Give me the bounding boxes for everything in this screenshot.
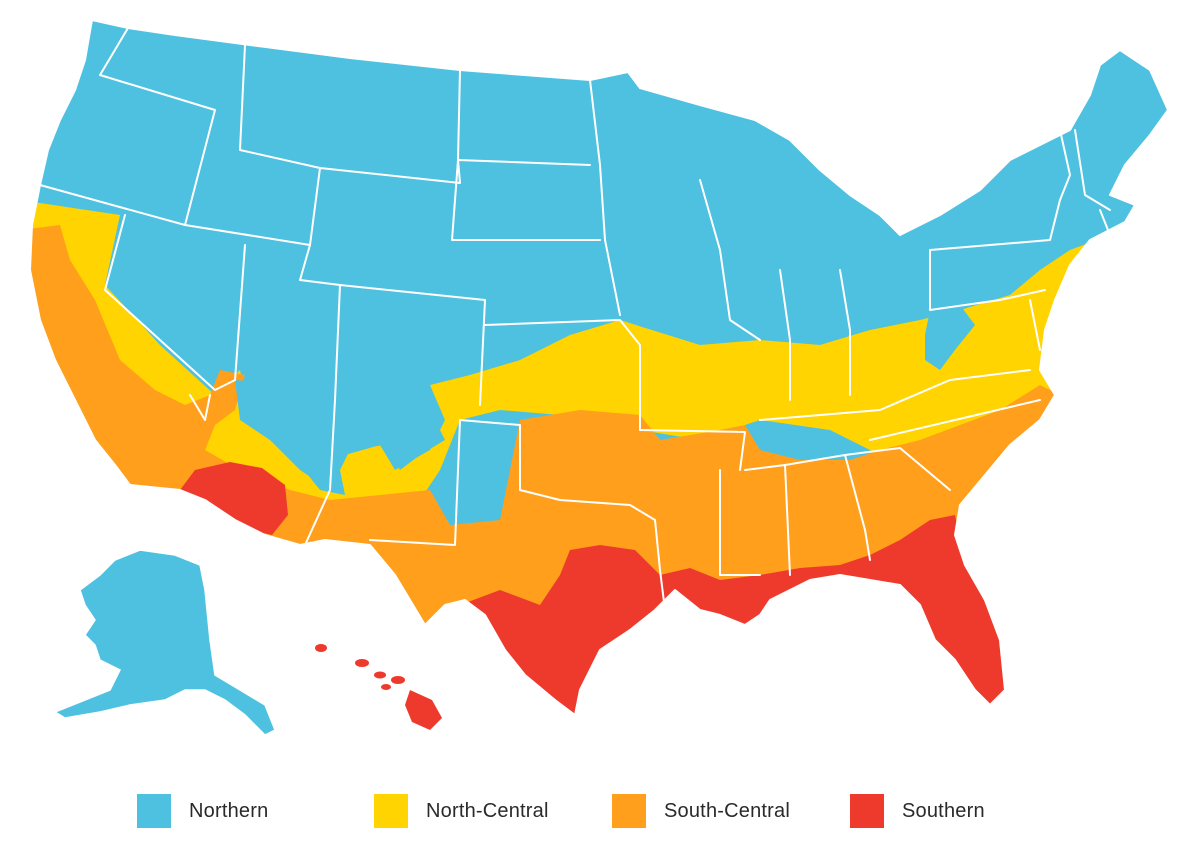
legend-item-north-central: North-Central [374,794,549,828]
legend-swatch-north-central [374,794,408,828]
legend-swatch-northern [137,794,171,828]
map-canvas [29,19,1169,736]
legend-swatch-southern [850,794,884,828]
zone-southern-az [180,462,288,535]
zone-north-central [30,200,1130,540]
state-borders [39,27,1111,611]
legend-swatch-south-central [612,794,646,828]
legend-item-northern: Northern [137,794,268,828]
legend: Northern North-Central South-Central Sou… [0,780,1200,840]
zone-northern-az [235,380,445,495]
legend-label-southern: Southern [902,799,985,822]
legend-item-south-central: South-Central [612,794,790,828]
zone-northern-wv [925,305,975,370]
us-climate-zone-map [29,19,1169,736]
alaska-shape [53,549,276,736]
legend-label-north-central: North-Central [426,799,549,822]
legend-label-northern: Northern [189,799,269,822]
hawaii-shape [315,644,442,730]
legend-item-southern: Southern [850,794,985,828]
legend-label-south-central: South-Central [664,799,790,822]
